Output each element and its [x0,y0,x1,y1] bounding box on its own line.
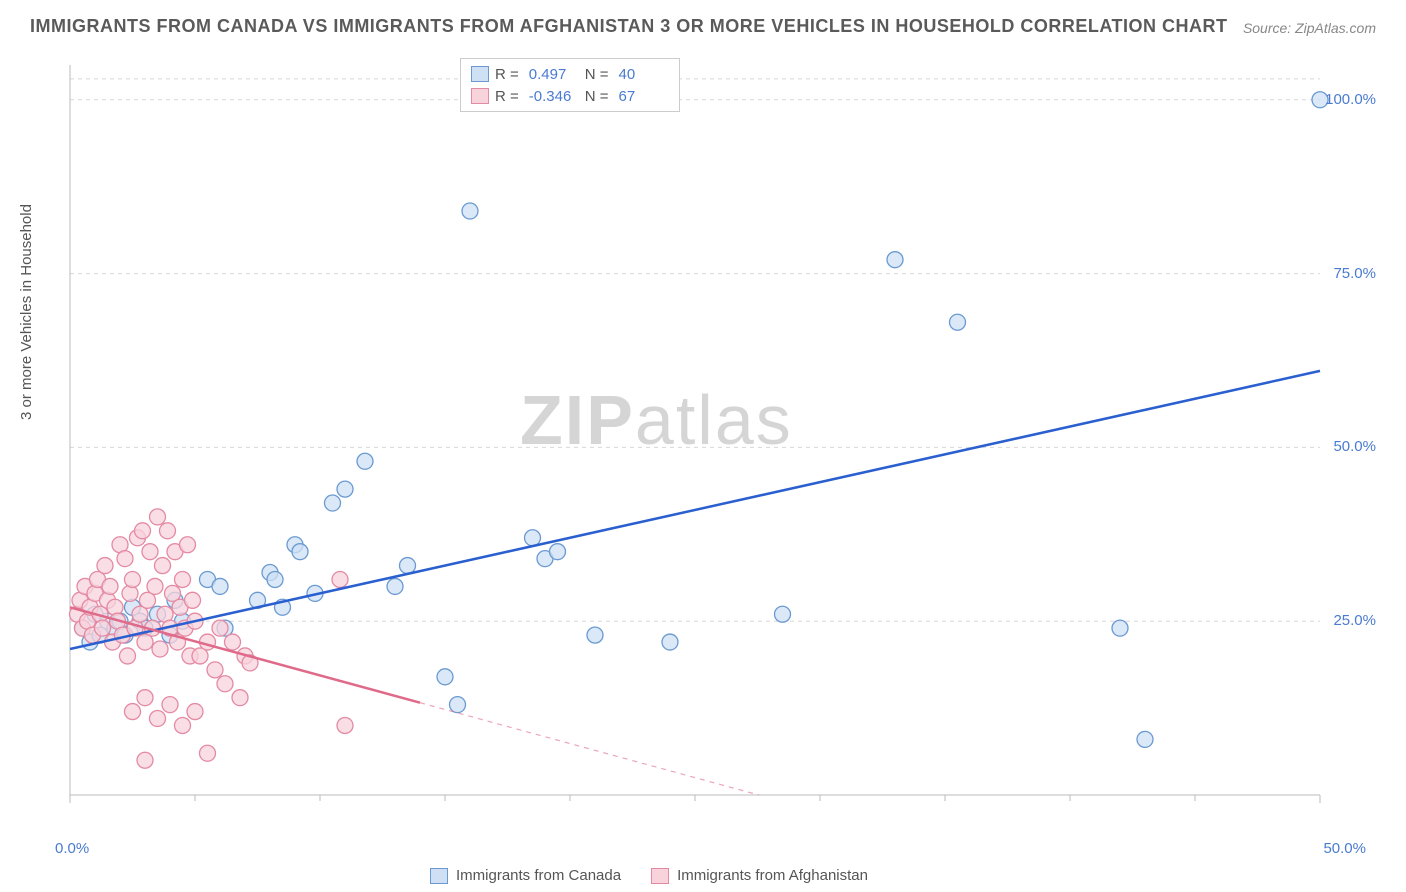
swatch-canada [471,66,489,82]
source-attribution: Source: ZipAtlas.com [1243,20,1376,36]
y-axis-label: 3 or more Vehicles in Household [18,204,35,420]
x-tick-0: 0.0% [55,840,89,857]
swatch-canada-icon [430,868,448,884]
series-legend: Immigrants from Canada Immigrants from A… [430,867,868,884]
legend-item-canada: Immigrants from Canada [430,867,621,884]
y-tick-75: 75.0% [1333,265,1376,282]
x-tick-50: 50.0% [1323,840,1366,857]
legend-row-afghanistan: R = -0.346 N = 67 [471,85,669,107]
legend-item-afghanistan: Immigrants from Afghanistan [651,867,868,884]
y-tick-50: 50.0% [1333,438,1376,455]
correlation-legend: R = 0.497 N = 40 R = -0.346 N = 67 [460,58,680,112]
legend-row-canada: R = 0.497 N = 40 [471,63,669,85]
swatch-afghanistan-icon [651,868,669,884]
y-tick-100: 100.0% [1325,91,1376,108]
swatch-afghanistan [471,88,489,104]
correlation-chart [60,55,1380,835]
y-tick-25: 25.0% [1333,612,1376,629]
chart-title: IMMIGRANTS FROM CANADA VS IMMIGRANTS FRO… [30,16,1227,37]
